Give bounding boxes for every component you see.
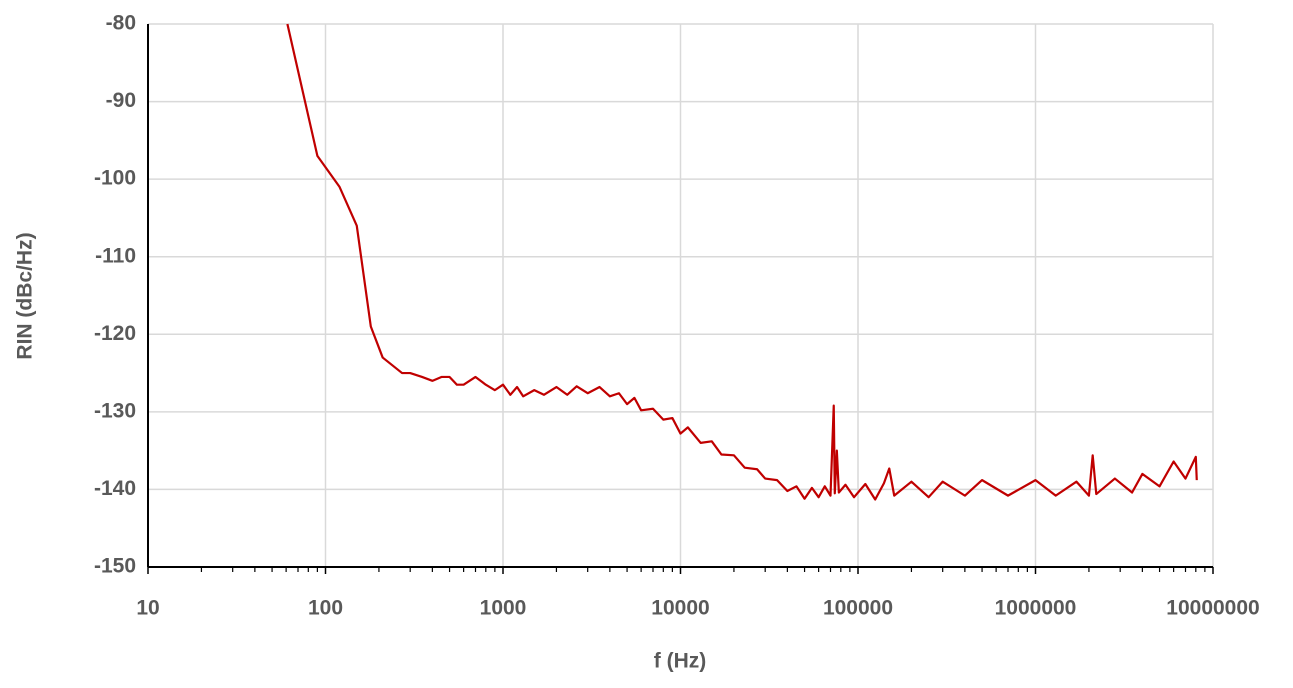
- y-tick-label: -140: [94, 477, 136, 500]
- x-tick-label: 1000000: [995, 597, 1077, 620]
- x-tick-label: 100000: [823, 597, 893, 620]
- line-series: [286, 23, 1198, 501]
- y-axis-title: RIN (dBc/Hz): [14, 232, 37, 359]
- x-tick-label: 100: [308, 597, 343, 620]
- y-tick-label: -120: [94, 322, 136, 345]
- y-tick-label: -80: [106, 12, 136, 35]
- y-tick-label: -110: [95, 244, 136, 267]
- x-tick-label: 10: [136, 597, 159, 620]
- y-tick-label: -100: [94, 167, 136, 190]
- x-tick-label: 10000000: [1166, 597, 1259, 620]
- y-tick-label: -90: [106, 89, 136, 112]
- x-axis-title: f (Hz): [654, 650, 706, 673]
- y-tick-label: -150: [94, 555, 136, 578]
- x-tick-label: 1000: [480, 597, 527, 620]
- y-tick-label: -130: [94, 399, 136, 422]
- x-tick-label: 10000: [651, 597, 709, 620]
